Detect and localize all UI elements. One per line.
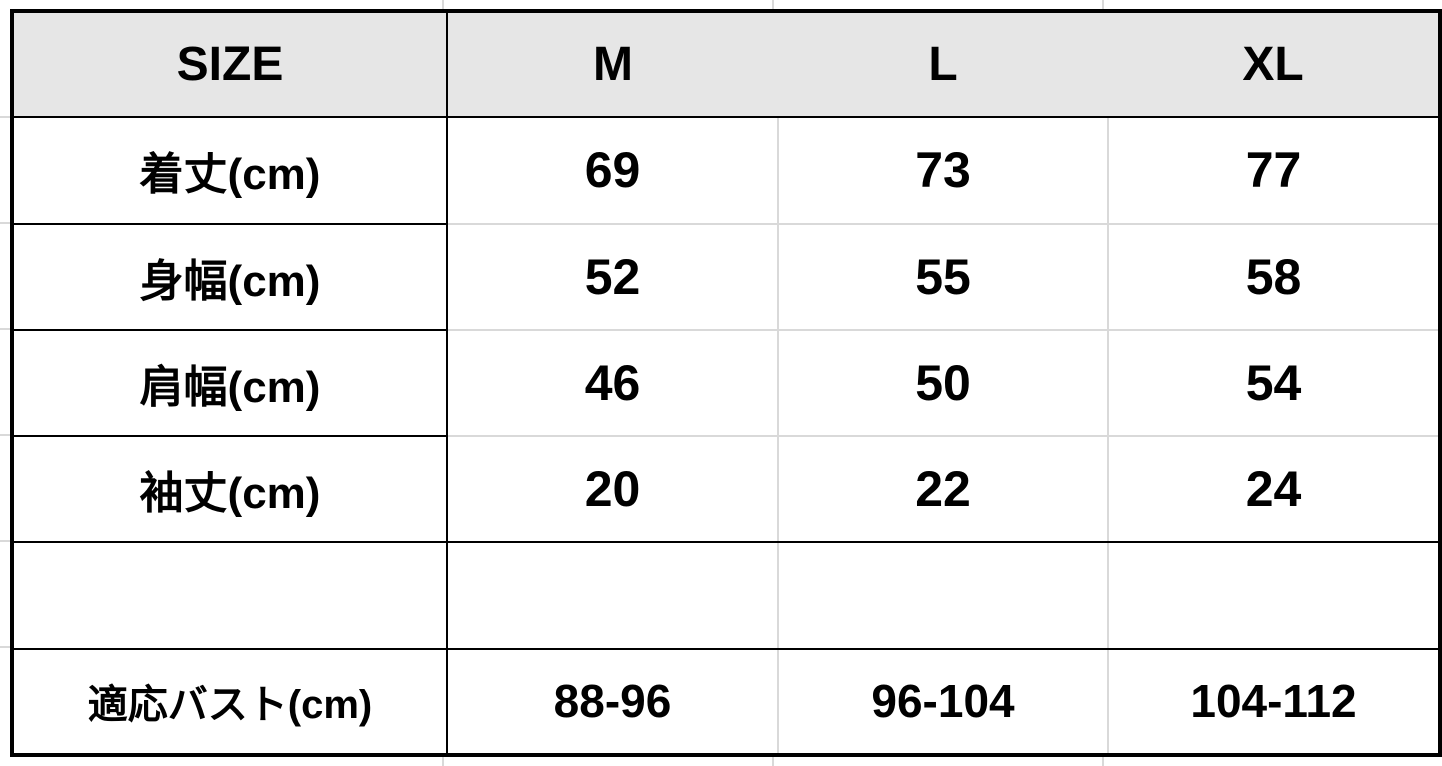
- value-cell[interactable]: 54: [1107, 328, 1442, 438]
- value-cell[interactable]: 88-96: [446, 647, 779, 758]
- size-l-header[interactable]: L: [778, 8, 1108, 119]
- value-cell[interactable]: 77: [1107, 116, 1442, 225]
- table-row-sleeve: 袖丈(cm) 20 22 24: [10, 435, 1442, 544]
- value-cell[interactable]: 73: [777, 116, 1109, 225]
- value-cell[interactable]: 52: [446, 222, 779, 331]
- row-label[interactable]: 身幅(cm): [10, 222, 448, 331]
- value-cell[interactable]: 104-112: [1107, 647, 1442, 758]
- table-row-empty: [10, 541, 1442, 650]
- size-m-header[interactable]: M: [447, 8, 778, 119]
- value-cell[interactable]: 24: [1107, 435, 1442, 544]
- row-label[interactable]: 肩幅(cm): [10, 328, 448, 438]
- row-label[interactable]: 着丈(cm): [10, 116, 448, 225]
- value-cell[interactable]: 46: [446, 328, 779, 438]
- empty-cell[interactable]: [777, 541, 1109, 650]
- value-cell[interactable]: 96-104: [777, 647, 1109, 758]
- row-label[interactable]: 適応バスト(cm): [10, 647, 448, 758]
- value-cell[interactable]: 69: [446, 116, 779, 225]
- value-cell[interactable]: 20: [446, 435, 779, 544]
- value-cell[interactable]: 58: [1107, 222, 1442, 331]
- table-row-length: 着丈(cm) 69 73 77: [10, 116, 1442, 225]
- table-row-bust: 適応バスト(cm) 88-96 96-104 104-112: [10, 647, 1442, 758]
- value-cell[interactable]: 50: [777, 328, 1109, 438]
- size-header-cell[interactable]: SIZE: [10, 8, 448, 119]
- empty-cell[interactable]: [446, 541, 779, 650]
- empty-cell[interactable]: [1107, 541, 1442, 650]
- row-label[interactable]: 袖丈(cm): [10, 435, 448, 544]
- value-cell[interactable]: 22: [777, 435, 1109, 544]
- header-row: SIZE M L XL: [10, 8, 1442, 119]
- table-row-shoulder: 肩幅(cm) 46 50 54: [10, 328, 1442, 438]
- size-chart-table: SIZE M L XL 着丈(cm) 69 73 77 身幅(cm) 52 55…: [10, 8, 1442, 758]
- value-cell[interactable]: 55: [777, 222, 1109, 331]
- size-xl-header[interactable]: XL: [1108, 8, 1442, 119]
- table-row-width: 身幅(cm) 52 55 58: [10, 222, 1442, 331]
- empty-cell[interactable]: [10, 541, 448, 650]
